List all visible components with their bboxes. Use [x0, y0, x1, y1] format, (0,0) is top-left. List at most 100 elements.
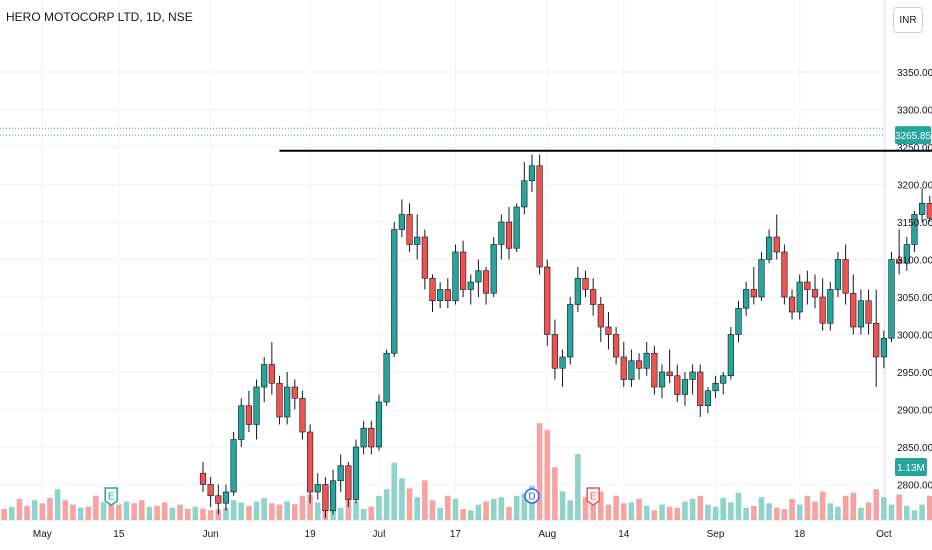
volume-bar — [108, 493, 114, 520]
event-marker[interactable] — [586, 487, 600, 506]
candle-down — [865, 300, 872, 324]
price-tick-label: 3150.00 — [897, 218, 932, 229]
candle-down — [788, 296, 796, 313]
candle-down — [482, 270, 490, 294]
volume-bar — [100, 502, 107, 520]
volume-bar — [16, 498, 23, 520]
volume-bar — [659, 504, 665, 520]
candle-up — [681, 379, 689, 395]
event-marker-label: E — [590, 492, 597, 503]
currency-selector[interactable]: INR — [893, 7, 923, 33]
volume-bar — [445, 495, 451, 520]
volume-bar — [552, 467, 558, 520]
candle-up — [222, 491, 230, 504]
volume-bar — [292, 504, 298, 520]
candle-up — [712, 382, 719, 392]
volume-bar — [77, 507, 84, 520]
price-tick-label: 2900.00 — [897, 406, 932, 417]
candle-up — [857, 300, 864, 328]
volume-bar — [284, 501, 290, 520]
event-marker-label: E — [108, 492, 115, 503]
volume-bar — [406, 488, 413, 520]
candle-up — [337, 465, 344, 482]
candle-up — [628, 360, 635, 380]
volume-bar — [399, 478, 405, 520]
candle-up — [528, 165, 536, 182]
candle-down — [896, 259, 903, 264]
volume-bar — [437, 507, 443, 520]
candle-down — [268, 364, 275, 384]
volume-bar — [207, 510, 214, 520]
candle-down — [322, 484, 329, 512]
volume-bar — [47, 498, 53, 520]
volume-bar — [773, 507, 780, 520]
candle-up — [261, 364, 268, 388]
candle-up — [352, 446, 360, 500]
volume-bar — [39, 503, 46, 520]
price-tick-label: 3250.00 — [897, 143, 932, 154]
candle-up — [521, 180, 528, 208]
volume-bar — [269, 503, 275, 520]
volume-bar — [896, 494, 902, 520]
price-tick-label: 3350.00 — [897, 68, 932, 79]
volume-bar — [758, 497, 765, 520]
candle-down — [199, 472, 207, 485]
candle-up — [383, 352, 390, 403]
candle-down — [582, 277, 589, 290]
event-marker[interactable] — [524, 488, 540, 504]
volume-bar — [544, 429, 551, 520]
candle-down — [421, 236, 428, 279]
candle-up — [230, 439, 237, 493]
candle-down — [804, 281, 811, 290]
volume-bar — [582, 497, 589, 520]
candle-up — [888, 259, 895, 339]
candle-down — [245, 405, 253, 425]
volume-bar — [620, 503, 627, 520]
candle-up — [574, 277, 581, 305]
candle-down — [674, 375, 681, 395]
candle-down — [406, 214, 413, 245]
volume-bar — [276, 504, 283, 520]
candle-up — [704, 390, 711, 407]
candle-up — [253, 386, 260, 425]
volume-bar — [888, 504, 895, 520]
volume-bar — [54, 489, 61, 520]
candle-down — [590, 289, 597, 305]
price-tick-label: 2850.00 — [897, 443, 932, 454]
volume-bar — [682, 501, 688, 520]
price-tick-label: 3050.00 — [897, 293, 932, 304]
volume-bar — [865, 502, 872, 520]
candle-down — [773, 236, 780, 253]
candle-down — [291, 386, 298, 399]
volume-bar — [812, 501, 818, 520]
volume-label: 1.13M — [897, 463, 925, 474]
volume-bar — [712, 506, 719, 520]
volume-bar — [414, 497, 420, 520]
candle-down — [651, 352, 658, 388]
candle-down — [207, 484, 214, 497]
volume-bar — [307, 494, 313, 520]
volume-bar — [223, 507, 229, 520]
volume-bar — [85, 506, 92, 520]
time-tick-label: 17 — [450, 529, 462, 540]
candle-up — [918, 202, 926, 215]
candle-down — [605, 326, 612, 335]
candle-up — [834, 259, 842, 290]
candle-down — [781, 251, 788, 298]
volume-bar — [215, 509, 222, 520]
volume-bar — [789, 498, 795, 520]
volume-bar — [743, 507, 749, 520]
candle-up — [658, 371, 666, 388]
volume-bar — [559, 491, 566, 520]
volume-bar — [383, 489, 390, 520]
candle-up — [559, 356, 566, 369]
event-marker[interactable] — [104, 487, 118, 506]
candle-up — [643, 352, 650, 369]
volume-bar — [720, 498, 726, 520]
time-tick-label: Jun — [203, 529, 219, 540]
candle-down — [459, 251, 467, 290]
volume-bar — [70, 504, 76, 520]
volume-bar — [467, 510, 474, 520]
volume-bar — [689, 498, 696, 520]
